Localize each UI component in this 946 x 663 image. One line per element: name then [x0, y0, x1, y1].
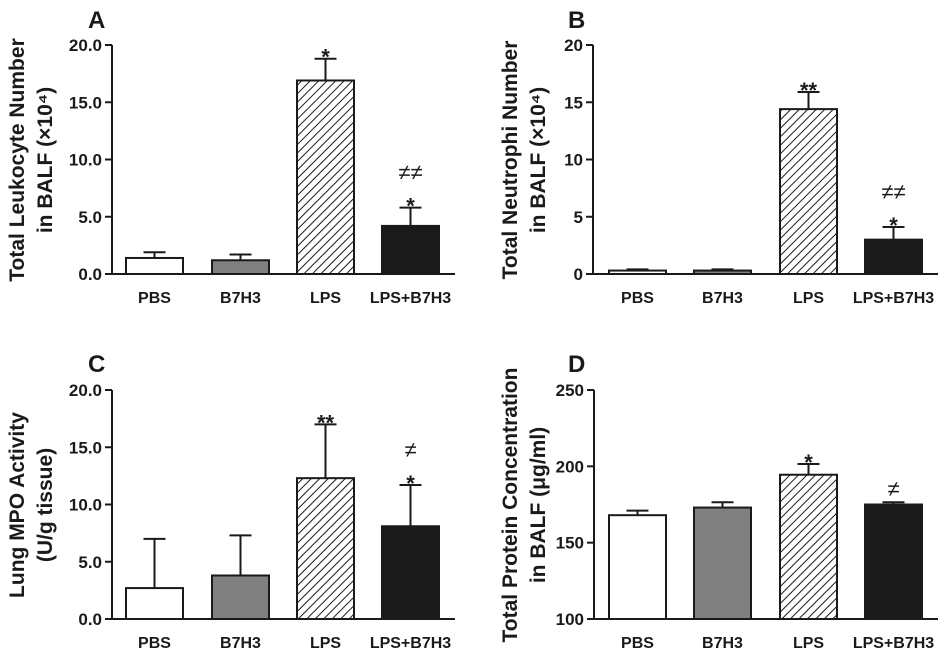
significance-star: * — [889, 213, 898, 238]
y-tick-label: 20.0 — [69, 381, 102, 400]
y-axis-label: in BALF (μg/ml) — [527, 427, 550, 583]
panel-letter: B — [568, 7, 585, 34]
bar-lps-b7h3 — [864, 503, 923, 620]
x-tick-label: PBS — [621, 290, 654, 307]
y-tick-label: 15.0 — [69, 438, 102, 457]
bar-pbs — [125, 256, 184, 276]
y-tick-label: 15 — [564, 93, 583, 112]
y-tick-label: 0.0 — [78, 610, 102, 629]
bar-pbs — [608, 514, 667, 620]
bar-pbs — [125, 587, 184, 621]
y-tick-label: 250 — [556, 381, 584, 400]
bar-lps — [779, 473, 838, 621]
bar-pbs — [608, 269, 667, 276]
bar-lps — [296, 477, 355, 621]
panel-d: D Total Protein Concentration in BALF (μg/… — [499, 351, 938, 652]
y-axis-label: (U/g tissue) — [34, 448, 57, 562]
significance-neq: ≠ — [404, 437, 416, 462]
bar-lps — [779, 108, 838, 276]
x-tick-label: PBS — [621, 635, 654, 652]
bar-b7h3 — [693, 506, 752, 621]
y-tick-label: 20.0 — [69, 36, 102, 55]
x-tick-label: LPS — [793, 635, 824, 652]
x-tick-label: LPS — [310, 635, 341, 652]
significance-neq: ≠≠ — [881, 179, 905, 204]
bar-lps-b7h3 — [381, 224, 440, 276]
y-tick-label: 10 — [564, 151, 583, 170]
x-tick-label: LPS — [310, 290, 341, 307]
x-tick-label: LPS — [793, 290, 824, 307]
bar-b7h3 — [211, 259, 270, 276]
x-tick-label: B7H3 — [220, 635, 261, 652]
x-tick-label: LPS+B7H3 — [853, 290, 934, 307]
y-axis-label: Total Protein Concentration — [499, 368, 522, 643]
y-tick-label: 20 — [564, 36, 583, 55]
panel-letter: D — [568, 351, 585, 378]
x-tick-label: LPS+B7H3 — [853, 635, 934, 652]
y-tick-label: 0.0 — [78, 265, 102, 284]
y-axis-label: Lung MPO Activity — [6, 412, 29, 598]
y-axis-label: in BALF (×10⁴) — [34, 87, 57, 233]
y-tick-label: 10.0 — [69, 151, 102, 170]
bar-lps-b7h3 — [864, 238, 923, 275]
y-tick-label: 100 — [556, 610, 584, 629]
significance-star: ** — [317, 410, 335, 435]
bar-b7h3 — [211, 574, 270, 620]
bar-lps-b7h3 — [381, 525, 440, 621]
x-tick-label: PBS — [138, 290, 171, 307]
panel-letter: C — [88, 351, 105, 378]
significance-star: ** — [800, 78, 818, 103]
significance-star: * — [406, 471, 415, 496]
x-tick-label: B7H3 — [220, 290, 261, 307]
y-axis-label: in BALF (×10⁴) — [527, 87, 550, 233]
y-axis-label: Total Leukocyte Number — [6, 38, 29, 282]
panel-b: B Total Neutrophi Number in BALF (×10⁴) 0 5 1… — [499, 7, 938, 307]
significance-neq: ≠ — [887, 476, 899, 501]
panel-a: A Total Leukocyte Number in BALF (×10⁴) 0.0… — [6, 7, 455, 307]
y-tick-label: 5.0 — [78, 553, 102, 572]
y-tick-label: 15.0 — [69, 93, 102, 112]
panel-c: C Lung MPO Activity (U/g tissue) 0.0 5.0 10.0… — [6, 351, 455, 652]
y-tick-label: 150 — [556, 534, 584, 553]
bar-lps — [296, 79, 355, 276]
x-tick-label: B7H3 — [702, 290, 743, 307]
bar-b7h3 — [693, 269, 752, 276]
significance-star: * — [406, 194, 415, 219]
x-tick-label: LPS+B7H3 — [370, 290, 451, 307]
significance-neq: ≠≠ — [398, 160, 422, 185]
y-tick-label: 5 — [574, 208, 583, 227]
x-tick-label: B7H3 — [702, 635, 743, 652]
y-tick-label: 5.0 — [78, 208, 102, 227]
y-axis-label: Total Neutrophi Number — [499, 41, 522, 280]
significance-star: * — [321, 45, 330, 70]
significance-star: * — [804, 450, 813, 475]
y-tick-label: 0 — [574, 265, 583, 284]
x-tick-label: PBS — [138, 635, 171, 652]
panel-letter: A — [88, 7, 105, 34]
y-tick-label: 200 — [556, 457, 584, 476]
x-tick-label: LPS+B7H3 — [370, 635, 451, 652]
y-tick-label: 10.0 — [69, 496, 102, 515]
